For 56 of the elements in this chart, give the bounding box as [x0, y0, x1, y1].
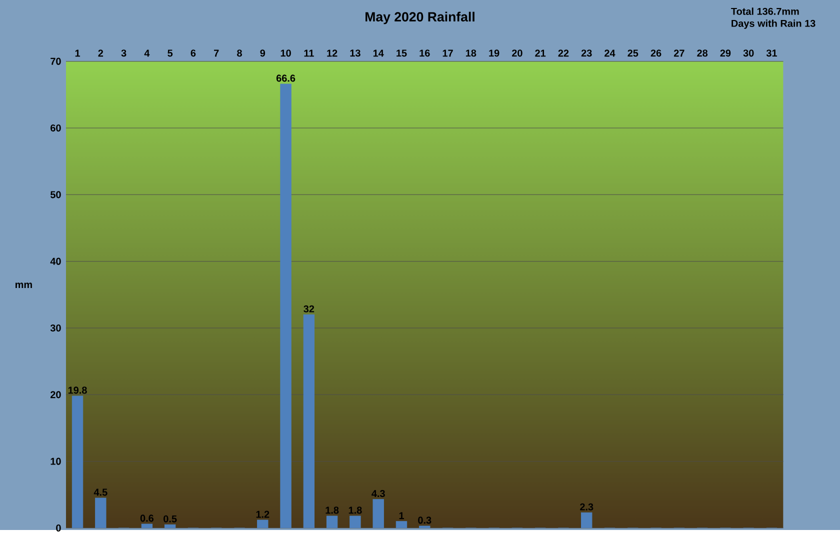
- x-tick-label: 3: [121, 50, 126, 57]
- x-tick-label: 1: [75, 50, 80, 57]
- x-tick-label: 26: [650, 50, 662, 57]
- data-label: 19.8: [68, 386, 87, 394]
- x-tick-label: 9: [260, 50, 266, 57]
- y-tick-label: 70: [50, 58, 61, 65]
- data-label: 1: [399, 512, 404, 520]
- x-tick-label: 20: [512, 50, 522, 57]
- y-tick-label: 50: [50, 191, 61, 198]
- x-tick-label: 13: [350, 50, 360, 57]
- data-label: 0.6: [140, 514, 154, 522]
- x-tick-label: 4: [144, 50, 150, 57]
- text: Total 136.7mm: [731, 8, 799, 15]
- data-label: 4.5: [94, 488, 108, 496]
- data-label: 66.6: [276, 74, 296, 82]
- data-label: 32: [304, 305, 314, 312]
- data-label: 1.8: [348, 506, 362, 514]
- y-tick-label: 30: [50, 324, 61, 332]
- x-tick-label: 10: [280, 50, 291, 57]
- y-tick-label: 60: [50, 124, 61, 132]
- x-tick-label: 17: [442, 50, 453, 57]
- data-label: 2.3: [580, 503, 594, 510]
- x-tick-label: 19: [489, 50, 500, 57]
- x-tick-label: 28: [697, 50, 708, 57]
- data-label: 1.2: [256, 510, 270, 518]
- x-tick-label: 21: [535, 50, 546, 57]
- y-tick-label: 0: [56, 524, 61, 532]
- x-tick-label: 11: [304, 50, 314, 57]
- x-tick-label: 25: [628, 50, 638, 57]
- x-tick-label: 8: [237, 50, 242, 57]
- x-tick-label: 2: [98, 50, 104, 57]
- x-tick-label: 6: [190, 50, 196, 57]
- y-tick-label: 40: [50, 258, 61, 265]
- x-tick-label: 30: [743, 50, 754, 57]
- chart-title: May 2020 Rainfall: [366, 12, 474, 24]
- x-tick-label: 16: [420, 50, 430, 57]
- x-tick-label: 31: [766, 50, 777, 57]
- data-label: 1.8: [326, 506, 339, 514]
- y-axis-title: mm: [16, 282, 32, 288]
- x-tick-label: 22: [558, 50, 569, 57]
- y-tick-label: 10: [50, 458, 61, 465]
- x-tick-label: 27: [674, 50, 684, 57]
- data-label: 4.3: [372, 490, 385, 498]
- data-label: 0.3: [418, 516, 432, 524]
- data-label: 0.5: [164, 515, 177, 522]
- x-tick-label: 15: [396, 50, 407, 57]
- x-tick-label: 14: [373, 50, 384, 57]
- x-tick-label: 23: [581, 50, 592, 57]
- x-tick-label: 12: [327, 50, 338, 57]
- x-tick-label: 29: [720, 50, 731, 57]
- x-tick-label: 5: [168, 50, 173, 57]
- x-tick-label: 18: [466, 50, 476, 57]
- x-tick-label: 24: [604, 50, 616, 57]
- text: Days with Rain 13: [732, 20, 816, 29]
- y-tick-label: 20: [50, 391, 61, 398]
- x-tick-label: 7: [214, 50, 219, 57]
